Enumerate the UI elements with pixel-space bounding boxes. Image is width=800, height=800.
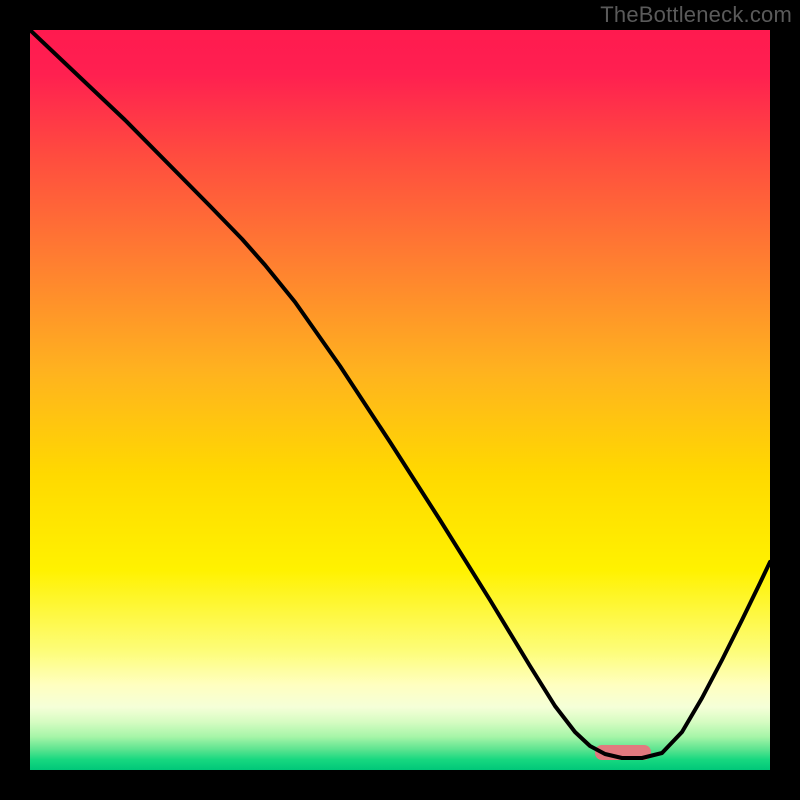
watermark-text: TheBottleneck.com bbox=[600, 2, 792, 28]
chart-frame bbox=[30, 30, 770, 770]
chart-plot-area bbox=[30, 30, 770, 770]
chart-curve-path bbox=[30, 30, 770, 758]
chart-curve-layer bbox=[30, 30, 770, 770]
